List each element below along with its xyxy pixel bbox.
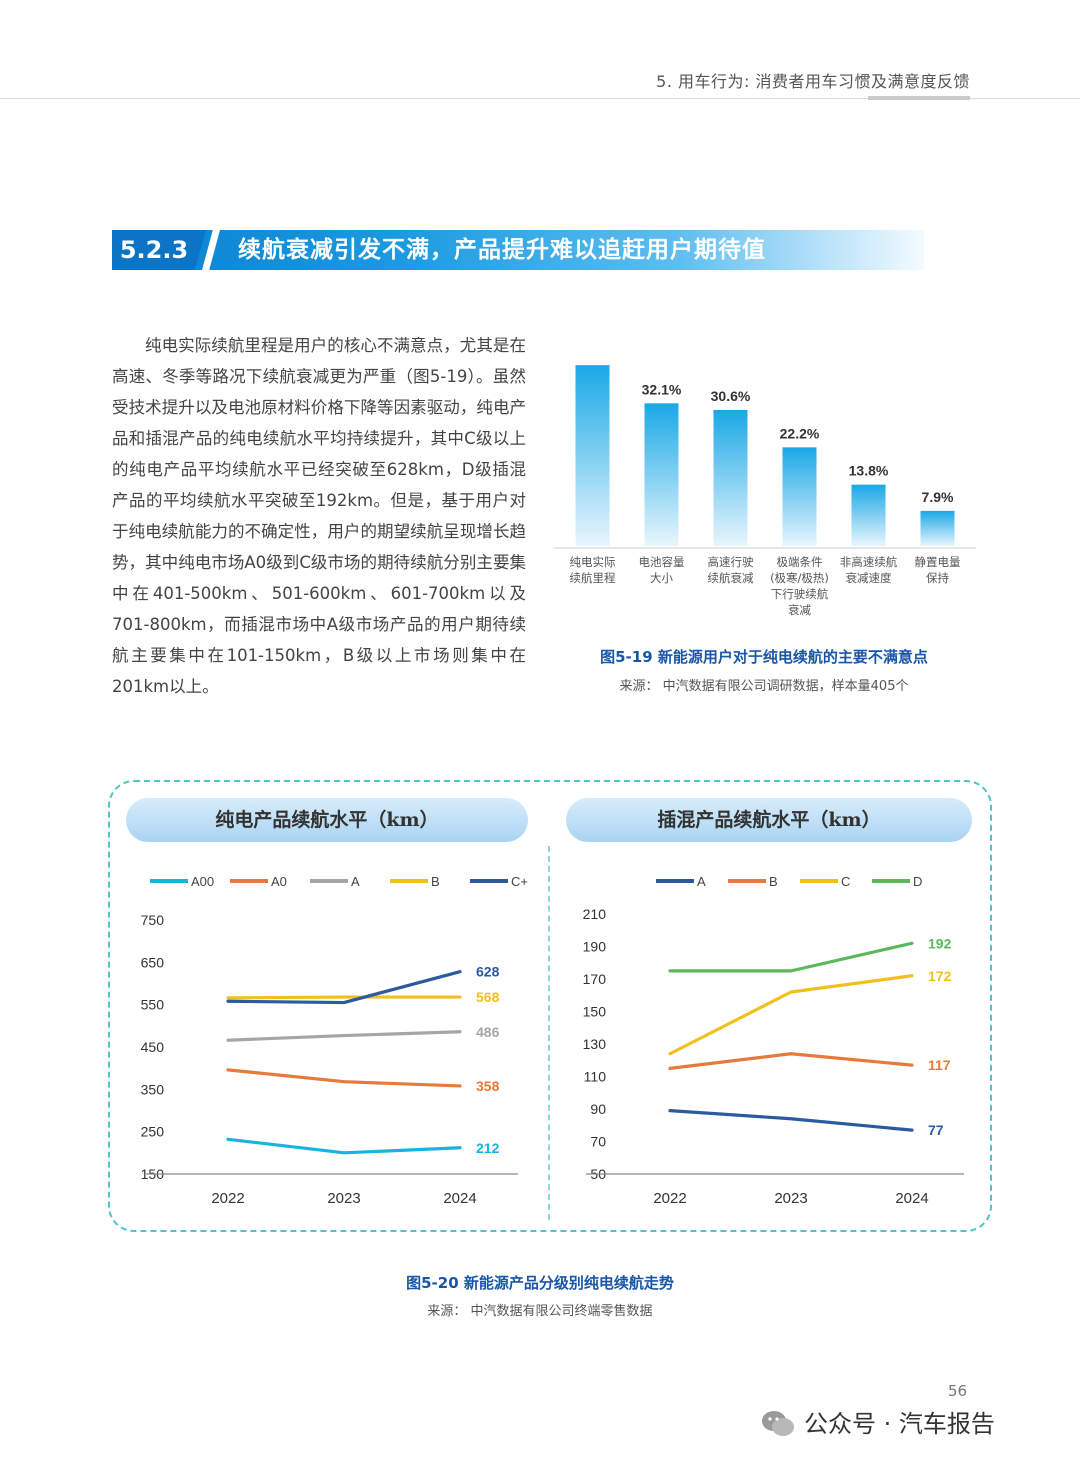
- bar-chart-svg: 40.7%纯电实际续航里程32.1%电池容量大小30.6%高速行驶续航衰减22.…: [554, 343, 976, 617]
- legend-label-D: D: [913, 874, 922, 889]
- section-banner: [112, 230, 924, 270]
- bar-value-label-1: 32.1%: [642, 381, 682, 397]
- end-label-A: 77: [928, 1122, 944, 1138]
- running-header: 5. 用车行为: 消费者用车习惯及满意度反馈: [656, 72, 970, 91]
- end-label-B: 117: [928, 1057, 951, 1073]
- y-tick-210: 210: [583, 906, 607, 922]
- series-line-D: [668, 941, 914, 973]
- legend-label-A: A: [697, 874, 706, 889]
- right-chart-title: 插混产品续航水平（km）: [566, 798, 972, 842]
- end-label-C: 172: [928, 968, 952, 984]
- figure-5-19-source: 来源： 中汽数据有限公司调研数据，样本量405个: [619, 679, 909, 694]
- end-label-A: 486: [476, 1024, 500, 1040]
- y-tick-170: 170: [583, 971, 607, 987]
- end-label-A00: 212: [476, 1140, 500, 1156]
- end-label-D: 192: [928, 935, 952, 951]
- series-line-B: [668, 1052, 914, 1070]
- series-line-C+: [226, 970, 462, 1005]
- series-line-A00: [226, 1137, 462, 1155]
- y-tick-550: 550: [141, 997, 165, 1013]
- section-number-box: [112, 230, 206, 270]
- bar-2: [713, 410, 748, 546]
- x-tick-2023: 2023: [774, 1190, 807, 1207]
- bar-category-label-4-0: 非高速续航: [840, 555, 898, 569]
- bar-category-label-2-1: 续航衰减: [708, 571, 754, 585]
- bar-category-label-0-1: 续航里程: [570, 571, 616, 585]
- bar-category-label-4-1: 衰减速度: [846, 571, 892, 585]
- legend-label-B: B: [431, 874, 440, 889]
- bar-category-label-1-1: 大小: [650, 571, 673, 585]
- series-line-A: [226, 1030, 462, 1042]
- bar-3: [782, 447, 817, 546]
- bar-category-label-2-0: 高速行驶: [708, 555, 754, 569]
- bar-1: [644, 403, 679, 546]
- figure-5-20-caption: 图5-20 新能源产品分级别纯电续航走势: [406, 1274, 674, 1292]
- end-label-B: 568: [476, 989, 500, 1005]
- bar-value-label-2: 30.6%: [711, 388, 751, 404]
- bar-0: [575, 365, 610, 546]
- y-tick-450: 450: [141, 1039, 165, 1055]
- figure-5-19-bar-chart: 40.7%纯电实际续航里程32.1%电池容量大小30.6%高速行驶续航衰减22.…: [548, 343, 980, 636]
- header-accent-bar: [868, 96, 970, 100]
- bar-value-label-5: 7.9%: [922, 489, 954, 505]
- bar-category-label-5-0: 静置电量: [915, 555, 961, 569]
- figure-5-20-divider: [548, 846, 550, 1220]
- series-line-A: [668, 1109, 914, 1132]
- series-line-C: [668, 974, 914, 1056]
- bar-category-label-0-0: 纯电实际: [570, 555, 616, 569]
- figure-5-19-caption: 图5-19 新能源用户对于纯电续航的主要不满意点: [600, 648, 928, 666]
- y-tick-190: 190: [583, 939, 607, 955]
- bar-4: [851, 484, 886, 546]
- legend-label-C+: C+: [511, 874, 528, 889]
- y-tick-650: 650: [141, 954, 165, 970]
- y-tick-110: 110: [584, 1069, 607, 1085]
- legend-label-B: B: [769, 874, 778, 889]
- body-paragraph: 纯电实际续航里程是用户的核心不满意点，尤其是在高速、冬季等路况下续航衰减更为严重…: [112, 336, 526, 696]
- bar-category-label-1-0: 电池容量: [639, 555, 685, 569]
- bar-category-label-3-1: (极寒/极热): [770, 571, 829, 585]
- series-line-B: [226, 995, 462, 1000]
- bar-category-label-5-1: 保持: [926, 571, 949, 585]
- section-title: 续航衰减引发不满，产品提升难以追赶用户期待值: [238, 237, 766, 263]
- legend-label-A: A: [351, 874, 360, 889]
- bar-value-label-4: 13.8%: [849, 463, 889, 479]
- y-tick-130: 130: [583, 1036, 607, 1052]
- x-tick-2022: 2022: [211, 1190, 244, 1207]
- figure-5-20-frame: [108, 780, 992, 1232]
- bar-category-label-3-3: 衰减: [788, 603, 811, 617]
- header-divider: [0, 98, 1080, 99]
- watermark-text: 公众号 · 汽车报告: [804, 1410, 995, 1438]
- legend-label-A0: A0: [271, 874, 287, 889]
- y-tick-750: 750: [141, 912, 165, 928]
- end-label-C+: 628: [476, 964, 500, 980]
- wechat-icon: [762, 1411, 794, 1436]
- page-number: 56: [948, 1382, 968, 1400]
- y-tick-150: 150: [583, 1004, 607, 1020]
- x-tick-2023: 2023: [327, 1190, 360, 1207]
- y-tick-350: 350: [141, 1081, 165, 1097]
- legend-label-C: C: [841, 874, 850, 889]
- bar-category-label-3-2: 下行驶续航: [771, 587, 829, 601]
- x-tick-2024: 2024: [895, 1190, 928, 1207]
- legend-label-A00: A00: [191, 874, 214, 889]
- figure-5-20-source: 来源： 中汽数据有限公司终端零售数据: [427, 1304, 653, 1319]
- bar-5: [920, 510, 955, 546]
- y-tick-250: 250: [141, 1124, 165, 1140]
- x-tick-2022: 2022: [653, 1190, 686, 1207]
- x-tick-2024: 2024: [443, 1190, 476, 1207]
- left-chart-title: 纯电产品续航水平（km）: [126, 798, 528, 842]
- series-line-A0: [226, 1068, 462, 1088]
- bar-value-label-3: 22.2%: [780, 425, 820, 441]
- end-label-A0: 358: [476, 1078, 500, 1094]
- bar-category-label-3-0: 极端条件: [777, 555, 823, 569]
- section-number: 5.2.3: [119, 236, 189, 264]
- y-tick-70: 70: [590, 1134, 606, 1150]
- y-tick-90: 90: [590, 1101, 606, 1117]
